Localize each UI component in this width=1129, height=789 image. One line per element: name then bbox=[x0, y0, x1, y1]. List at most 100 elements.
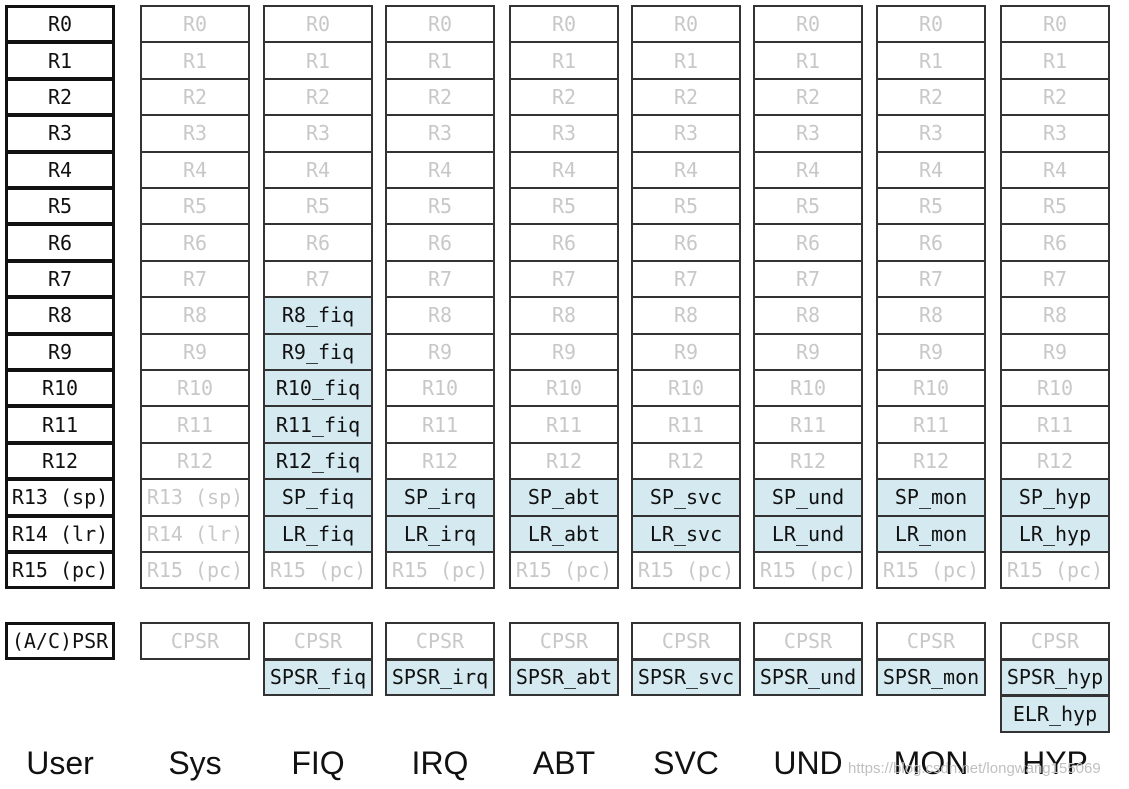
mode-label: SVC bbox=[653, 745, 719, 781]
register-cell: R12 bbox=[5, 441, 115, 481]
register-cell: R11 bbox=[140, 405, 250, 444]
register-cell: R15 (pc) bbox=[140, 551, 250, 590]
register-cell: R8 bbox=[753, 296, 863, 335]
register-cell: R14 (lr) bbox=[140, 514, 250, 553]
register-cell: SP_svc bbox=[631, 478, 741, 517]
register-cell: R8 bbox=[509, 296, 619, 335]
register-cell: LR_svc bbox=[631, 514, 741, 553]
register-cell: R0 bbox=[876, 5, 986, 44]
psr-cell: SPSR_und bbox=[753, 658, 863, 696]
register-cell: LR_fiq bbox=[263, 514, 373, 553]
register-cell: R7 bbox=[509, 259, 619, 299]
register-cell: R8 bbox=[631, 296, 741, 335]
register-cell: R10 bbox=[753, 369, 863, 408]
register-cell: R11 bbox=[1000, 405, 1110, 444]
register-cell: R4 bbox=[631, 150, 741, 189]
register-cell: R2 bbox=[385, 77, 495, 117]
register-cell: R1 bbox=[385, 41, 495, 80]
psr-cell: SPSR_hyp bbox=[1000, 658, 1110, 696]
register-cell: LR_und bbox=[753, 514, 863, 553]
register-cell: R6 bbox=[385, 223, 495, 262]
register-cell: R4 bbox=[1000, 150, 1110, 189]
register-cell: R8 bbox=[140, 296, 250, 335]
register-cell: R1 bbox=[140, 41, 250, 80]
register-cell: R4 bbox=[876, 150, 986, 189]
register-cell: R4 bbox=[385, 150, 495, 189]
psr-cell: CPSR bbox=[1000, 622, 1110, 660]
register-cell: R12 bbox=[876, 441, 986, 481]
register-cell: R4 bbox=[263, 150, 373, 189]
psr-cell: ELR_hyp bbox=[1000, 695, 1110, 733]
register-cell: R5 bbox=[263, 187, 373, 226]
register-cell: R15 (pc) bbox=[631, 551, 741, 590]
register-cell: LR_hyp bbox=[1000, 514, 1110, 553]
register-cell: R0 bbox=[263, 5, 373, 44]
mode-label: MON bbox=[893, 745, 969, 781]
register-cell: R0 bbox=[140, 5, 250, 44]
register-cell: R9 bbox=[1000, 332, 1110, 371]
register-cell: R11 bbox=[509, 405, 619, 444]
register-cell: SP_fiq bbox=[263, 478, 373, 517]
register-cell: R7 bbox=[263, 259, 373, 299]
register-cell: R15 (pc) bbox=[385, 551, 495, 590]
mode-label: HYP bbox=[1022, 745, 1088, 781]
register-cell: R2 bbox=[263, 77, 373, 117]
register-cell: R10 bbox=[509, 369, 619, 408]
register-cell: R7 bbox=[1000, 259, 1110, 299]
register-cell: R6 bbox=[140, 223, 250, 262]
register-cell: SP_mon bbox=[876, 478, 986, 517]
register-cell: R11 bbox=[385, 405, 495, 444]
register-cell: R5 bbox=[1000, 187, 1110, 226]
register-cell: R10_fiq bbox=[263, 369, 373, 408]
register-cell: R5 bbox=[876, 187, 986, 226]
register-cell: R5 bbox=[753, 187, 863, 226]
psr-cell: CPSR bbox=[140, 622, 250, 660]
register-cell: R6 bbox=[631, 223, 741, 262]
register-cell: R9 bbox=[5, 332, 115, 371]
register-cell: R12 bbox=[1000, 441, 1110, 481]
register-cell: R11_fiq bbox=[263, 405, 373, 444]
register-cell: R6 bbox=[5, 223, 115, 262]
register-cell: R2 bbox=[1000, 77, 1110, 117]
register-cell: LR_irq bbox=[385, 514, 495, 553]
mode-label: FIQ bbox=[291, 745, 345, 781]
psr-cell: CPSR bbox=[509, 622, 619, 660]
register-cell: R3 bbox=[1000, 114, 1110, 153]
register-cell: SP_und bbox=[753, 478, 863, 517]
psr-cell: SPSR_abt bbox=[509, 658, 619, 696]
register-cell: R2 bbox=[140, 77, 250, 117]
mode-label: ABT bbox=[532, 745, 596, 781]
register-cell: R1 bbox=[1000, 41, 1110, 80]
register-cell: LR_mon bbox=[876, 514, 986, 553]
psr-cell: SPSR_fiq bbox=[263, 658, 373, 696]
register-cell: R4 bbox=[5, 150, 115, 189]
register-cell: R8_fiq bbox=[263, 296, 373, 335]
register-cell: R12 bbox=[140, 441, 250, 481]
register-cell: R1 bbox=[5, 41, 115, 80]
register-cell: R0 bbox=[509, 5, 619, 44]
register-cell: R15 (pc) bbox=[876, 551, 986, 590]
register-cell: LR_abt bbox=[509, 514, 619, 553]
register-cell: R9 bbox=[631, 332, 741, 371]
watermark: https://blog.csdn.net/longwang155069 bbox=[848, 760, 1101, 777]
register-cell: R4 bbox=[140, 150, 250, 189]
register-cell: R3 bbox=[509, 114, 619, 153]
register-cell: R2 bbox=[876, 77, 986, 117]
register-cell: R7 bbox=[876, 259, 986, 299]
register-cell: R1 bbox=[509, 41, 619, 80]
register-cell: SP_abt bbox=[509, 478, 619, 517]
mode-label: User bbox=[26, 745, 94, 781]
register-cell: R6 bbox=[1000, 223, 1110, 262]
register-cell: R2 bbox=[631, 77, 741, 117]
register-cell: R0 bbox=[1000, 5, 1110, 44]
register-cell: R10 bbox=[631, 369, 741, 408]
register-cell: R9 bbox=[385, 332, 495, 371]
register-cell: R1 bbox=[631, 41, 741, 80]
register-cell: R10 bbox=[1000, 369, 1110, 408]
psr-cell: (A/C)PSR bbox=[5, 622, 115, 660]
register-cell: R11 bbox=[753, 405, 863, 444]
register-cell: R12 bbox=[753, 441, 863, 481]
register-cell: R3 bbox=[385, 114, 495, 153]
mode-label: UND bbox=[773, 745, 843, 781]
